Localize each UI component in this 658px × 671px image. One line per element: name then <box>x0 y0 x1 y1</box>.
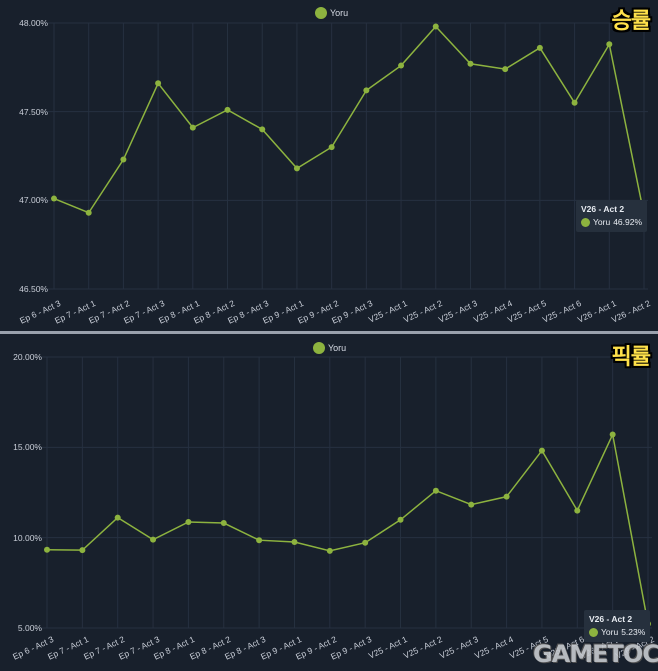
winrate-line-chart <box>46 22 648 290</box>
data-point[interactable] <box>224 106 231 113</box>
winrate-title-badge: 승률 <box>611 9 651 34</box>
data-point[interactable] <box>574 507 581 514</box>
legend-dot-icon <box>313 342 325 354</box>
y-axis-tick-label: 48.00% <box>19 18 48 28</box>
series-line-yoru <box>53 25 645 215</box>
data-point[interactable] <box>291 539 298 546</box>
y-axis-tick-label: 47.00% <box>19 195 48 206</box>
data-point[interactable] <box>432 487 439 494</box>
data-point[interactable] <box>609 431 616 438</box>
data-tooltip: V26 - Act 2 Yoru 5.23% <box>584 610 651 642</box>
data-point[interactable] <box>538 447 545 454</box>
y-axis-tick-label: 47.50% <box>19 106 48 117</box>
tooltip-title: V26 - Act 2 <box>589 614 633 624</box>
tooltip-series: Yoru <box>593 217 611 227</box>
data-point[interactable] <box>362 539 369 546</box>
tooltip-value: 46.92% <box>613 217 643 227</box>
y-axis-tick-label: 15.00% <box>13 442 42 453</box>
data-point[interactable] <box>185 518 192 525</box>
tooltip-value: 5.23% <box>621 627 646 637</box>
tooltip-series: Yoru <box>601 627 619 637</box>
data-point[interactable] <box>220 520 227 527</box>
data-point[interactable] <box>503 493 510 500</box>
panel-divider <box>0 331 658 334</box>
tooltip-dot-icon <box>581 218 590 227</box>
legend-label: Yoru <box>328 343 347 353</box>
tooltip-title: V26 - Act 2 <box>581 204 625 214</box>
data-tooltip: V26 - Act 2 Yoru 46.92% <box>576 200 648 232</box>
data-point[interactable] <box>51 195 57 202</box>
data-point[interactable] <box>259 126 266 133</box>
tooltip-dot-icon <box>589 628 598 637</box>
watermark: GAMETOC <box>533 640 658 668</box>
data-point[interactable] <box>363 87 370 94</box>
y-axis-tick-label: 10.00% <box>13 532 42 543</box>
legend-label: Yoru <box>330 8 349 18</box>
data-point[interactable] <box>256 537 263 544</box>
data-point[interactable] <box>114 514 121 521</box>
data-point[interactable] <box>606 41 613 48</box>
data-point[interactable] <box>467 60 474 67</box>
data-point[interactable] <box>120 156 127 163</box>
data-point[interactable] <box>397 516 404 523</box>
data-point[interactable] <box>328 144 335 151</box>
data-point[interactable] <box>571 99 578 106</box>
legend-item-yoru[interactable]: Yoru <box>315 7 348 19</box>
y-axis-tick-label: 5.00% <box>17 623 42 633</box>
pickrate-title-badge: 픽률 <box>611 345 651 370</box>
pickrate-chart-panel: Yoru 픽률 5.00% 10.00% 15.00% 20.00% Ep 6 - A… <box>0 334 658 671</box>
winrate-chart-panel: Yoru 승률 46.50% 47.00% 47.50% 48.00% Ep 6 - … <box>0 0 658 331</box>
data-point[interactable] <box>155 80 162 87</box>
legend-dot-icon <box>315 7 327 19</box>
pickrate-line-chart <box>39 356 652 629</box>
data-point[interactable] <box>398 62 405 69</box>
y-axis-tick-label: 46.50% <box>19 284 48 294</box>
data-point[interactable] <box>502 66 509 73</box>
data-point[interactable] <box>44 546 50 553</box>
data-point[interactable] <box>432 23 439 30</box>
data-point[interactable] <box>79 547 86 554</box>
data-point[interactable] <box>189 124 196 131</box>
data-point[interactable] <box>150 536 157 543</box>
data-point[interactable] <box>85 209 92 216</box>
series-line-yoru <box>46 432 649 624</box>
data-point[interactable] <box>468 501 475 508</box>
data-point[interactable] <box>536 44 543 51</box>
legend-item-yoru[interactable]: Yoru <box>313 342 346 354</box>
data-point[interactable] <box>326 547 333 554</box>
y-axis-tick-label: 20.00% <box>13 352 42 362</box>
data-point[interactable] <box>293 165 300 172</box>
